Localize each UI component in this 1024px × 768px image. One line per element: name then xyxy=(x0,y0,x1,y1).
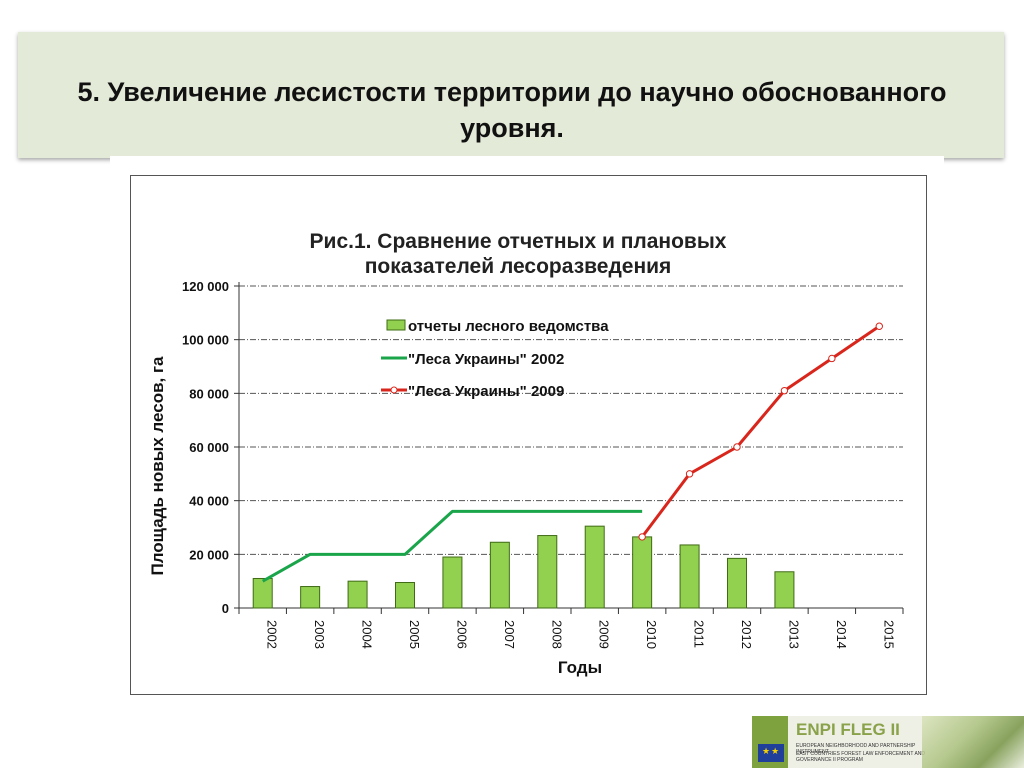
bar-2002 xyxy=(252,577,273,609)
line-series xyxy=(261,322,883,583)
bar-2005 xyxy=(395,582,415,609)
x-tick-label: 2005 xyxy=(407,620,422,649)
bar-2007 xyxy=(489,541,510,609)
slide-title-text: 5. Увеличение лесистости территории до н… xyxy=(77,77,947,143)
series-2009-point-2012 xyxy=(733,443,741,451)
x-tick-label: 2010 xyxy=(644,620,659,649)
legend: отчеты лесного ведомства "Леса Украины" … xyxy=(381,318,609,400)
bar-2012 xyxy=(727,557,747,609)
legend-label-2009: "Леса Украины" 2009 xyxy=(408,383,564,400)
logo-subtitle-1: EUROPEAN NEIGHBORHOOD AND PARTNERSHIP IN… xyxy=(796,743,916,755)
series-2009-point-2010 xyxy=(638,533,646,541)
legend-swatch-bars xyxy=(386,319,406,331)
chart-title-line-2: показателей лесоразведения xyxy=(365,255,672,278)
x-tick-label: 2002 xyxy=(265,620,280,649)
logo-subtitle-2: EAST COUNTRIES FOREST LAW ENFORCEMENT AN… xyxy=(796,751,925,763)
enpi-fleg-logo: ★★ ENPI FLEG II EUROPEAN NEIGHBORHOOD AN… xyxy=(752,716,1024,768)
series-2009-point-2014 xyxy=(828,354,836,363)
series-2009-point-2013 xyxy=(780,386,789,395)
legend-marker-2009 xyxy=(390,386,398,394)
logo-title: ENPI FLEG II xyxy=(796,720,900,739)
bar-2011 xyxy=(679,544,700,609)
bar-2013 xyxy=(774,571,795,609)
legend-label-2002: "Леса Украины" 2002 xyxy=(408,351,564,368)
bar-2009 xyxy=(584,525,605,609)
x-tick-label: 2008 xyxy=(549,620,564,649)
y-tick-label: 60 000 xyxy=(189,440,229,455)
y-tick-label: 40 000 xyxy=(189,494,229,509)
x-tick-label: 2012 xyxy=(739,620,754,649)
series-2009-line xyxy=(640,325,881,538)
chart-title-line-1: Рис.1. Сравнение отчетных и плановых xyxy=(310,230,727,253)
x-tick-labels: 2002 2003 2004 2005 2006 2007 2008 2009 2010 2011… xyxy=(265,620,897,649)
y-tick-labels: 0 20 000 40 000 60 000 80 000 100 000 120 000 xyxy=(182,279,229,616)
series-2009-point-2015 xyxy=(875,322,883,330)
pine-branch-image xyxy=(922,716,1024,768)
x-tick-label: 2014 xyxy=(834,620,849,649)
x-tick-label: 2007 xyxy=(502,620,517,649)
x-tick-label: 2013 xyxy=(786,620,801,649)
x-tick-label: 2015 xyxy=(881,620,896,649)
chart: Рис.1. Сравнение отчетных и плановых пок… xyxy=(148,230,904,677)
y-tick-label: 100 000 xyxy=(182,333,229,348)
title-panel xyxy=(18,32,1004,158)
chart-frame: Рис.1. Сравнение отчетных и плановых пок… xyxy=(130,175,927,695)
x-tick-label: 2003 xyxy=(312,620,327,649)
bar-series xyxy=(252,525,795,609)
y-tick-label: 20 000 xyxy=(189,547,229,562)
bar-2010 xyxy=(632,536,653,609)
x-tick-label: 2006 xyxy=(454,620,469,649)
bar-2003 xyxy=(300,586,321,609)
y-tick-label: 120 000 xyxy=(182,279,229,294)
series-2009-point-2011 xyxy=(685,470,694,478)
x-axis-label: Годы xyxy=(558,658,602,677)
x-tick-label: 2004 xyxy=(360,620,375,649)
y-axis-label: Площадь новых лесов, га xyxy=(148,356,167,576)
x-tick-label: 2009 xyxy=(597,620,612,649)
y-tick-label: 0 xyxy=(222,601,229,616)
x-tick-label: 2011 xyxy=(692,620,707,648)
y-tick-label: 80 000 xyxy=(189,386,229,401)
title-shadow-band xyxy=(110,156,944,170)
eu-flag-icon: ★★ xyxy=(758,744,784,762)
bar-2006 xyxy=(442,556,463,609)
bar-2008 xyxy=(537,535,558,609)
slide-title: 5. Увеличение лесистости территории до н… xyxy=(0,74,1024,146)
series-2002-line xyxy=(261,509,643,583)
legend-label-bars: отчеты лесного ведомства xyxy=(408,318,609,335)
bar-2004 xyxy=(347,580,368,609)
